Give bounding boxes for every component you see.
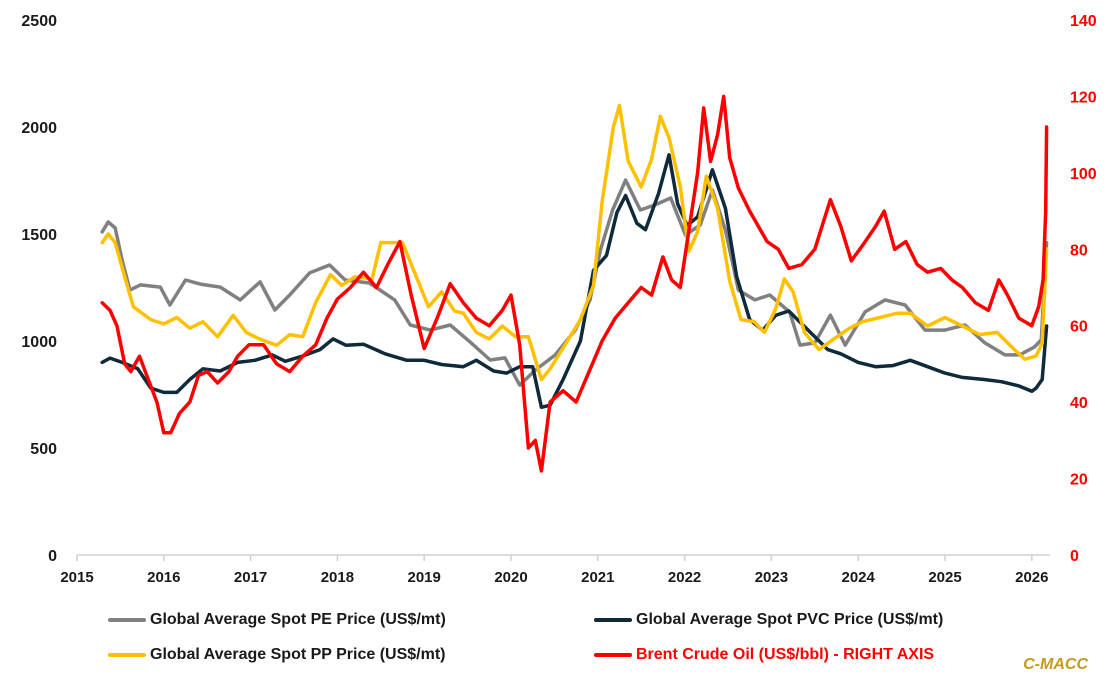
y-left-tick-label: 500: [30, 441, 57, 458]
legend-label-brent: Brent Crude Oil (US$/bbl) - RIGHT AXIS: [636, 646, 935, 663]
legend-label-pvc: Global Average Spot PVC Price (US$/mt): [636, 611, 944, 628]
series-line-brent: [100, 94, 1049, 473]
y-left-tick-label: 2000: [21, 120, 57, 137]
x-tick-label: 2025: [928, 569, 961, 586]
x-tick-label: 2024: [842, 569, 876, 586]
legend-item-brent: Brent Crude Oil (US$/bbl) - RIGHT AXIS: [594, 646, 934, 664]
legend-swatch-pp: [108, 653, 146, 657]
y-right-tick-label: 140: [1070, 13, 1097, 30]
x-tick-label: 2023: [755, 569, 788, 586]
legend-swatch-pe: [108, 618, 146, 622]
x-tick-label: 2026: [1015, 569, 1048, 586]
y-left-tick-label: 2500: [21, 13, 57, 30]
y-left-tick-label: 0: [48, 548, 57, 565]
y-right-tick-label: 40: [1070, 395, 1088, 412]
legend-swatch-brent: [594, 653, 632, 657]
y-right-tick-label: 0: [1070, 548, 1079, 565]
axes: 2015 2016 2017 2018 2019 2020 2021 2022 2023 2024…: [21, 13, 1096, 586]
legend-item-pe: Global Average Spot PE Price (US$/mt): [108, 611, 446, 629]
legend-item-pp: Global Average Spot PP Price (US$/mt): [108, 646, 446, 664]
legend-label-pe: Global Average Spot PE Price (US$/mt): [150, 611, 446, 628]
x-tick-label: 2017: [234, 569, 267, 586]
y-right-tick-label: 100: [1070, 166, 1097, 183]
y-right-tick-label: 60: [1070, 319, 1088, 336]
legend-label-pp: Global Average Spot PP Price (US$/mt): [150, 646, 446, 663]
y-right-tick-label: 20: [1070, 472, 1088, 489]
series-line-pp: [100, 103, 1049, 382]
series-lines: [100, 94, 1049, 473]
series-line-pvc: [100, 153, 1049, 410]
legend-swatch-pvc: [594, 618, 632, 622]
series-line-pe: [100, 178, 1049, 387]
watermark: C-MACC: [1023, 656, 1088, 673]
x-tick-label: 2020: [494, 569, 527, 586]
x-tick-label: 2018: [321, 569, 354, 586]
y-right-tick-label: 120: [1070, 89, 1097, 106]
y-left-tick-label: 1000: [21, 334, 57, 351]
x-tick-label: 2015: [60, 569, 93, 586]
legend-item-pvc: Global Average Spot PVC Price (US$/mt): [594, 611, 943, 629]
chart-plot: 2015 2016 2017 2018 2019 2020 2021 2022 2023 2024…: [21, 13, 1096, 586]
y-left-tick-label: 1500: [21, 227, 57, 244]
x-tick-label: 2019: [408, 569, 441, 586]
y-right-tick-label: 80: [1070, 242, 1088, 259]
x-tick-label: 2022: [668, 569, 701, 586]
x-tick-label: 2021: [581, 569, 614, 586]
x-tick-label: 2016: [147, 569, 180, 586]
